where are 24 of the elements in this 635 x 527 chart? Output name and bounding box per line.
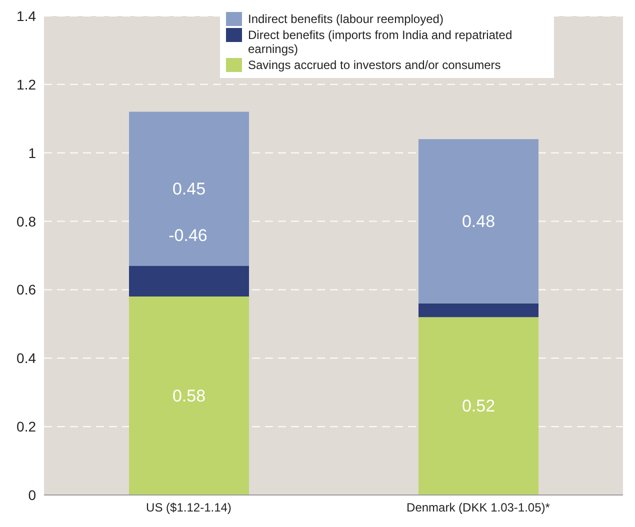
bar xyxy=(418,139,538,304)
y-tick-label: 1.4 xyxy=(16,8,36,24)
annotation: -0.46 xyxy=(168,226,208,246)
legend-label: Indirect benefits (labour reemployed) xyxy=(248,12,444,26)
legend-label: Savings accrued to investors and/or consumers xyxy=(248,58,501,72)
bar xyxy=(129,296,249,495)
bar xyxy=(129,266,249,297)
legend-label: Direct benefits (imports from India and repatriated earnings) xyxy=(248,28,514,56)
bar xyxy=(129,112,249,266)
bar xyxy=(418,303,538,318)
y-tick-label: 0.6 xyxy=(16,282,36,298)
y-tick-label: 0.8 xyxy=(16,213,36,230)
y-tick-label: 1.2 xyxy=(16,76,36,92)
data-label: 0.52 xyxy=(462,396,496,416)
y-tick-label: 0.4 xyxy=(16,350,36,366)
bar xyxy=(418,317,538,495)
data-label: 0.48 xyxy=(462,212,496,231)
data-label: 0.45 xyxy=(172,179,206,198)
y-tick-label: 0.2 xyxy=(16,418,36,435)
x-tick-label: Denmark (DKK 1.03-1.05)* xyxy=(406,500,550,515)
y-tick-label: 0 xyxy=(28,486,36,503)
x-tick-label: US ($1.12-1.14) xyxy=(146,500,232,515)
y-tick-label: 1 xyxy=(28,144,36,161)
data-label: 0.58 xyxy=(172,386,206,406)
